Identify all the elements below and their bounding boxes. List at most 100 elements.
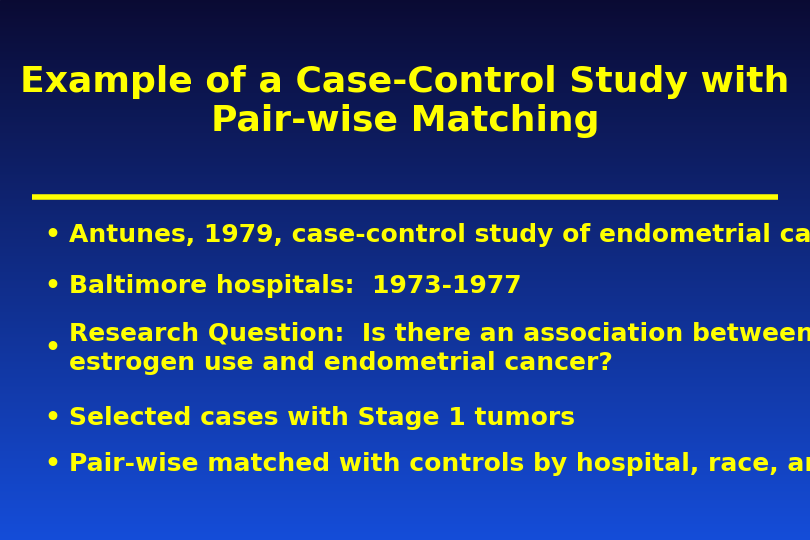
Bar [0, 461, 810, 462]
Bar [0, 69, 810, 70]
Text: •: • [45, 407, 61, 430]
Bar [0, 529, 810, 530]
Bar [0, 229, 810, 230]
Bar [0, 341, 810, 342]
Bar [0, 298, 810, 299]
Text: Pair-wise matched with controls by hospital, race, and age: Pair-wise matched with controls by hospi… [69, 453, 810, 476]
Bar [0, 146, 810, 147]
Bar [0, 381, 810, 382]
Bar [0, 254, 810, 255]
Bar [0, 19, 810, 21]
Bar [0, 387, 810, 388]
Bar [0, 249, 810, 251]
Bar [0, 216, 810, 217]
Bar [0, 224, 810, 225]
Bar [0, 156, 810, 157]
Bar [0, 192, 810, 193]
Bar [0, 285, 810, 286]
Bar [0, 194, 810, 195]
Bar [0, 375, 810, 376]
Bar [0, 228, 810, 229]
Bar [0, 497, 810, 498]
Bar [0, 527, 810, 528]
Bar [0, 147, 810, 148]
Bar [0, 94, 810, 95]
Bar [0, 232, 810, 233]
Bar [0, 362, 810, 363]
Bar [0, 476, 810, 477]
Bar [0, 78, 810, 79]
Bar [0, 13, 810, 14]
Bar [0, 283, 810, 284]
Bar [0, 184, 810, 185]
Bar [0, 294, 810, 295]
Bar [0, 253, 810, 254]
Bar [0, 472, 810, 473]
Bar [0, 312, 810, 313]
Bar [0, 188, 810, 189]
Bar [0, 382, 810, 383]
Bar [0, 275, 810, 276]
Bar [0, 348, 810, 349]
Bar [0, 66, 810, 67]
Bar [0, 12, 810, 13]
Bar [0, 243, 810, 244]
Bar [0, 201, 810, 202]
Bar [0, 67, 810, 68]
Bar [0, 130, 810, 131]
Bar [0, 63, 810, 64]
Bar [0, 366, 810, 367]
Bar [0, 225, 810, 226]
Bar [0, 266, 810, 267]
Bar [0, 258, 810, 259]
Bar [0, 180, 810, 181]
Bar [0, 463, 810, 464]
Bar [0, 52, 810, 53]
Bar [0, 338, 810, 339]
Bar [0, 531, 810, 532]
Bar [0, 320, 810, 321]
Bar [0, 247, 810, 248]
Bar [0, 9, 810, 10]
Bar [0, 334, 810, 335]
Bar [0, 26, 810, 27]
Bar [0, 393, 810, 394]
Bar [0, 118, 810, 119]
Bar [0, 352, 810, 353]
Bar [0, 475, 810, 476]
Bar [0, 174, 810, 175]
Bar [0, 234, 810, 235]
Bar [0, 218, 810, 219]
Bar [0, 313, 810, 314]
Bar [0, 202, 810, 203]
Bar [0, 237, 810, 238]
Bar [0, 204, 810, 205]
Bar [0, 474, 810, 475]
Bar [0, 40, 810, 41]
Bar [0, 117, 810, 118]
Bar [0, 46, 810, 48]
Bar [0, 238, 810, 239]
Bar [0, 42, 810, 43]
Bar [0, 246, 810, 247]
Bar [0, 302, 810, 303]
Bar [0, 402, 810, 403]
Bar [0, 173, 810, 174]
Bar [0, 39, 810, 40]
Bar [0, 485, 810, 486]
Bar [0, 49, 810, 50]
Bar [0, 168, 810, 170]
Bar [0, 271, 810, 272]
Bar [0, 264, 810, 265]
Bar [0, 151, 810, 152]
Bar [0, 111, 810, 112]
Bar [0, 89, 810, 90]
Bar [0, 185, 810, 186]
Bar [0, 212, 810, 213]
Bar [0, 175, 810, 176]
Bar [0, 0, 810, 1]
Bar [0, 207, 810, 208]
Bar [0, 420, 810, 421]
Bar [0, 70, 810, 71]
Bar [0, 280, 810, 281]
